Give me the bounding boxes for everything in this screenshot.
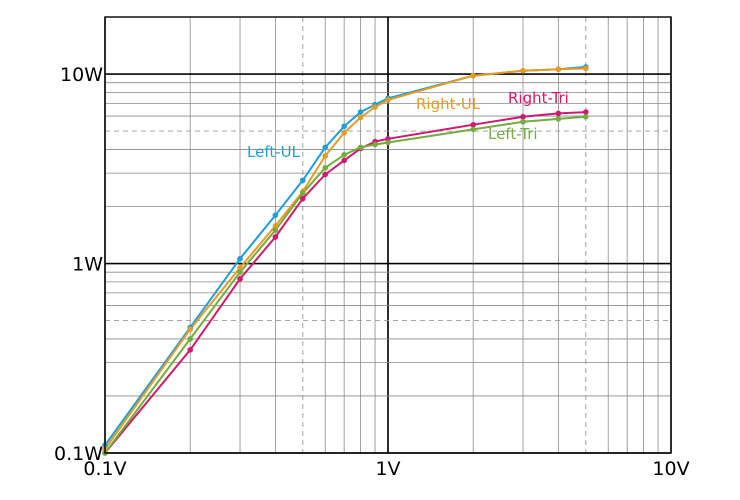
- data-point-right-tri: [520, 113, 526, 120]
- data-point-left-ul: [300, 177, 306, 184]
- series-markers: [102, 64, 589, 456]
- data-point-right-ul: [237, 264, 243, 271]
- data-point-right-tri: [555, 110, 562, 117]
- y-tick-label: 10W: [60, 64, 103, 86]
- data-point-right-ul: [470, 72, 476, 79]
- data-point-left-ul: [341, 123, 347, 130]
- x-tick-label: 0.1V: [83, 458, 126, 480]
- data-point-left-tri: [272, 227, 279, 233]
- data-point-left-tri: [583, 113, 589, 120]
- data-point-left-tri: [237, 269, 243, 275]
- data-point-right-tri: [187, 347, 193, 353]
- data-point-right-ul: [187, 326, 193, 333]
- data-point-right-ul: [520, 68, 526, 74]
- data-point-right-ul: [272, 223, 279, 229]
- data-point-left-tri: [470, 126, 476, 133]
- series-label-left-tri: Left-Tri: [488, 125, 538, 143]
- series-labels: Left-UL Right-UL Right-Tri Left-Tri: [247, 89, 569, 161]
- data-point-right-tri: [341, 157, 347, 164]
- series-lines: [104, 65, 586, 454]
- series-label-left-ul: Left-UL: [247, 143, 301, 161]
- data-point-left-ul: [237, 255, 243, 262]
- data-point-right-ul: [322, 153, 329, 159]
- series-line-left-tri: [104, 115, 586, 454]
- data-point-right-ul: [583, 65, 589, 72]
- data-point-left-ul: [357, 109, 364, 115]
- plot-frame: [104, 16, 672, 454]
- data-point-left-tri: [322, 165, 329, 171]
- data-point-right-tri: [272, 234, 279, 240]
- x-tick-label: 1V: [375, 458, 400, 480]
- data-point-left-ul: [322, 144, 329, 151]
- series-label-right-tri: Right-Tri: [508, 89, 569, 107]
- data-point-left-tri: [300, 190, 306, 197]
- data-point-left-tri: [357, 144, 364, 151]
- series-label-right-ul: Right-UL: [416, 95, 481, 113]
- x-tick-label: 10V: [652, 458, 689, 480]
- data-point-left-tri: [187, 336, 193, 342]
- data-point-right-tri: [583, 109, 589, 115]
- data-point-right-ul: [372, 104, 378, 110]
- data-point-right-tri: [300, 195, 306, 202]
- data-point-right-ul: [385, 97, 391, 103]
- data-point-right-ul: [357, 114, 364, 121]
- tick-labels: 0.1V 1V 10V 0.1W 1W 10W: [54, 64, 690, 480]
- data-point-right-ul: [341, 129, 347, 136]
- data-point-left-tri: [341, 151, 347, 158]
- data-point-left-tri: [555, 116, 562, 122]
- data-point-left-tri: [520, 118, 526, 125]
- data-point-left-ul: [272, 212, 279, 218]
- data-point-left-tri: [372, 141, 378, 148]
- data-point-right-tri: [237, 276, 243, 282]
- y-tick-label: 0.1W: [54, 443, 103, 465]
- data-point-left-tri: [385, 139, 391, 146]
- data-point-right-tri: [322, 171, 329, 178]
- grid: [104, 16, 672, 454]
- data-point-right-ul: [555, 66, 562, 73]
- series-line-right-ul: [104, 67, 586, 450]
- y-tick-label: 1W: [72, 254, 103, 276]
- data-point-right-tri: [470, 121, 476, 128]
- series-line-right-tri: [104, 111, 586, 454]
